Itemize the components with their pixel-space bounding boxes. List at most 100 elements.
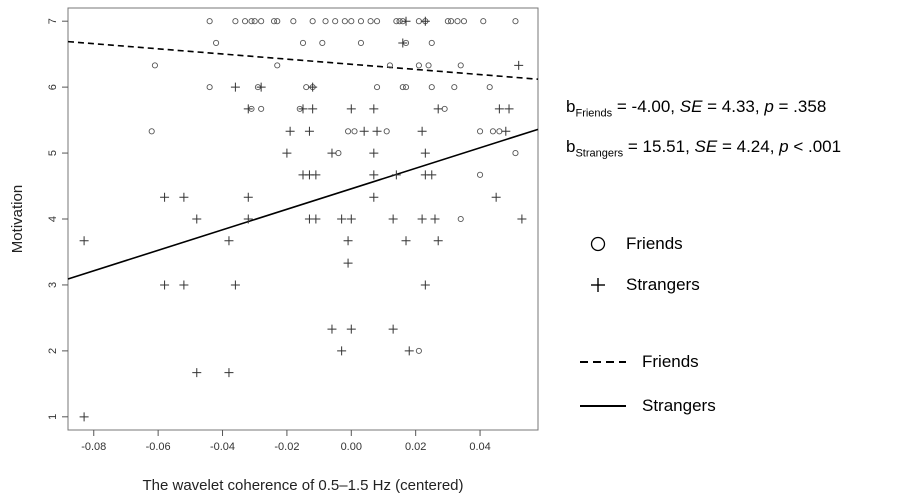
strangers-point [160, 192, 170, 202]
friends-point [512, 150, 519, 157]
strangers-point [391, 170, 401, 180]
strangers-point [401, 16, 411, 26]
y-tick-label: 6 [47, 84, 59, 90]
friends-point [428, 39, 435, 46]
strangers-point [404, 346, 414, 356]
strangers-point [369, 104, 379, 114]
strangers-point [256, 82, 266, 92]
friends-point [274, 62, 281, 69]
y-tick-label: 2 [47, 348, 59, 354]
strangers-point [304, 126, 314, 136]
legend-label: Strangers [626, 275, 700, 294]
strangers-point [243, 192, 253, 202]
legend-item-strangers-marker: Strangers [578, 273, 700, 297]
friends-point [367, 18, 374, 25]
friends-point [332, 18, 339, 25]
strangers-point [285, 126, 295, 136]
friends-point [341, 18, 348, 25]
friends-point [399, 84, 406, 91]
strangers-point [346, 214, 356, 224]
strangers-point [311, 170, 321, 180]
strangers-point [398, 38, 408, 48]
strangers-point [224, 236, 234, 246]
friends-point [428, 84, 435, 91]
solid-line-icon [576, 394, 630, 418]
friends-point [248, 18, 255, 25]
friends-point [345, 128, 352, 135]
strangers-point [388, 324, 398, 334]
x-tick-label: -0.08 [81, 441, 106, 453]
axes: -0.08 -0.06 -0.04 -0.02 0.00 0.02 0.04 1 2 3 4 5 6 7 [47, 18, 491, 453]
legend-label: Strangers [642, 396, 716, 415]
friends-slope-annotation: bFriends = -4.00, SE = 4.33, p = .358 [566, 97, 827, 120]
strangers-point [160, 280, 170, 290]
strangers-point [417, 126, 427, 136]
strangers-point [243, 214, 253, 224]
strangers-point [79, 412, 89, 422]
circle-icon [578, 232, 618, 256]
plot-frame [67, 7, 539, 431]
friends-point [512, 18, 519, 25]
strangers-point [308, 104, 318, 114]
strangers-point [308, 82, 318, 92]
friends-point [402, 84, 410, 91]
friends-point [496, 128, 503, 135]
strangers-point [417, 214, 427, 224]
strangers-point [514, 60, 524, 70]
strangers-point [192, 214, 202, 224]
friends-point [322, 18, 329, 25]
strangers-point [230, 82, 240, 92]
friends-point [242, 18, 249, 25]
friends-point [148, 128, 155, 135]
strangers-point [337, 346, 347, 356]
fit-line-friends [67, 40, 539, 81]
strangers-point [401, 236, 411, 246]
strangers-point [369, 170, 379, 180]
friends-point [232, 18, 239, 25]
x-tick-label: 0.02 [405, 441, 426, 453]
friends-point [348, 18, 355, 25]
friends-point [477, 128, 484, 135]
legend-item-friends-line: Friends [578, 350, 699, 374]
strangers-point [224, 368, 234, 378]
friends-point [357, 39, 364, 46]
friends-point [319, 39, 326, 46]
strangers-point [504, 104, 514, 114]
friends-point [415, 18, 422, 25]
friends-point [351, 128, 358, 135]
dashed-line-icon [576, 350, 630, 374]
friends-point [454, 18, 461, 25]
friends-point [299, 39, 307, 46]
strangers-point [491, 192, 501, 202]
friends-point [457, 215, 464, 223]
plus-icon [578, 273, 618, 297]
strangers-point [327, 148, 337, 158]
strangers-point [327, 324, 337, 334]
strangers-point [179, 280, 189, 290]
friends-point [213, 39, 220, 46]
friends-point [206, 18, 213, 25]
friends-point [460, 18, 468, 25]
friends-point [393, 18, 400, 25]
friends-point [206, 84, 213, 91]
strangers-point [179, 192, 189, 202]
friends-point [441, 105, 448, 112]
strangers-point [501, 126, 511, 136]
legend-label: Friends [626, 234, 683, 253]
friends-point [486, 84, 493, 91]
x-axis-title: The wavelet coherence of 0.5–1.5 Hz (cen… [142, 477, 463, 494]
x-tick-label: 0.00 [341, 441, 362, 453]
strangers-point [494, 104, 504, 114]
friends-point [309, 18, 316, 25]
strangers-point [369, 148, 379, 158]
strangers-point [282, 148, 292, 158]
strangers-point [369, 192, 379, 202]
friends-point [415, 347, 422, 354]
friends-point [425, 62, 432, 69]
strangers-point [337, 214, 347, 224]
strangers-point [359, 126, 369, 136]
friends-point [386, 62, 393, 69]
strangers-point [433, 104, 443, 114]
strangers-point [343, 236, 353, 246]
